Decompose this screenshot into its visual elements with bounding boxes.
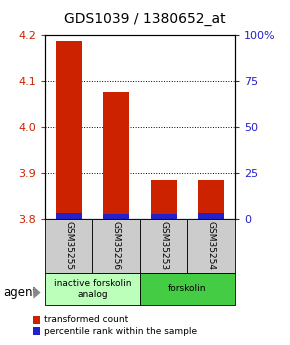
Text: transformed count: transformed count — [44, 315, 128, 324]
Bar — [140, 219, 187, 273]
Text: inactive forskolin
analog: inactive forskolin analog — [54, 279, 131, 299]
Bar — [151, 180, 177, 219]
Text: GSM35255: GSM35255 — [64, 221, 73, 270]
Text: GDS1039 / 1380652_at: GDS1039 / 1380652_at — [64, 12, 226, 26]
Bar — [45, 273, 140, 305]
Bar — [198, 180, 224, 219]
Bar — [103, 214, 129, 219]
Text: agent: agent — [3, 286, 37, 299]
Bar — [103, 92, 129, 219]
Bar — [151, 214, 177, 219]
Bar — [33, 316, 40, 324]
Text: percentile rank within the sample: percentile rank within the sample — [44, 327, 197, 336]
Bar — [56, 213, 82, 219]
Bar — [187, 219, 235, 273]
Bar — [56, 41, 82, 219]
Text: GSM35253: GSM35253 — [159, 221, 168, 270]
Text: GSM35254: GSM35254 — [207, 221, 216, 270]
Bar — [33, 327, 40, 335]
Bar — [45, 219, 93, 273]
Bar — [93, 219, 140, 273]
Text: GSM35256: GSM35256 — [112, 221, 121, 270]
Bar — [140, 273, 235, 305]
Polygon shape — [33, 286, 41, 299]
Bar — [198, 213, 224, 219]
Text: forskolin: forskolin — [168, 284, 207, 294]
